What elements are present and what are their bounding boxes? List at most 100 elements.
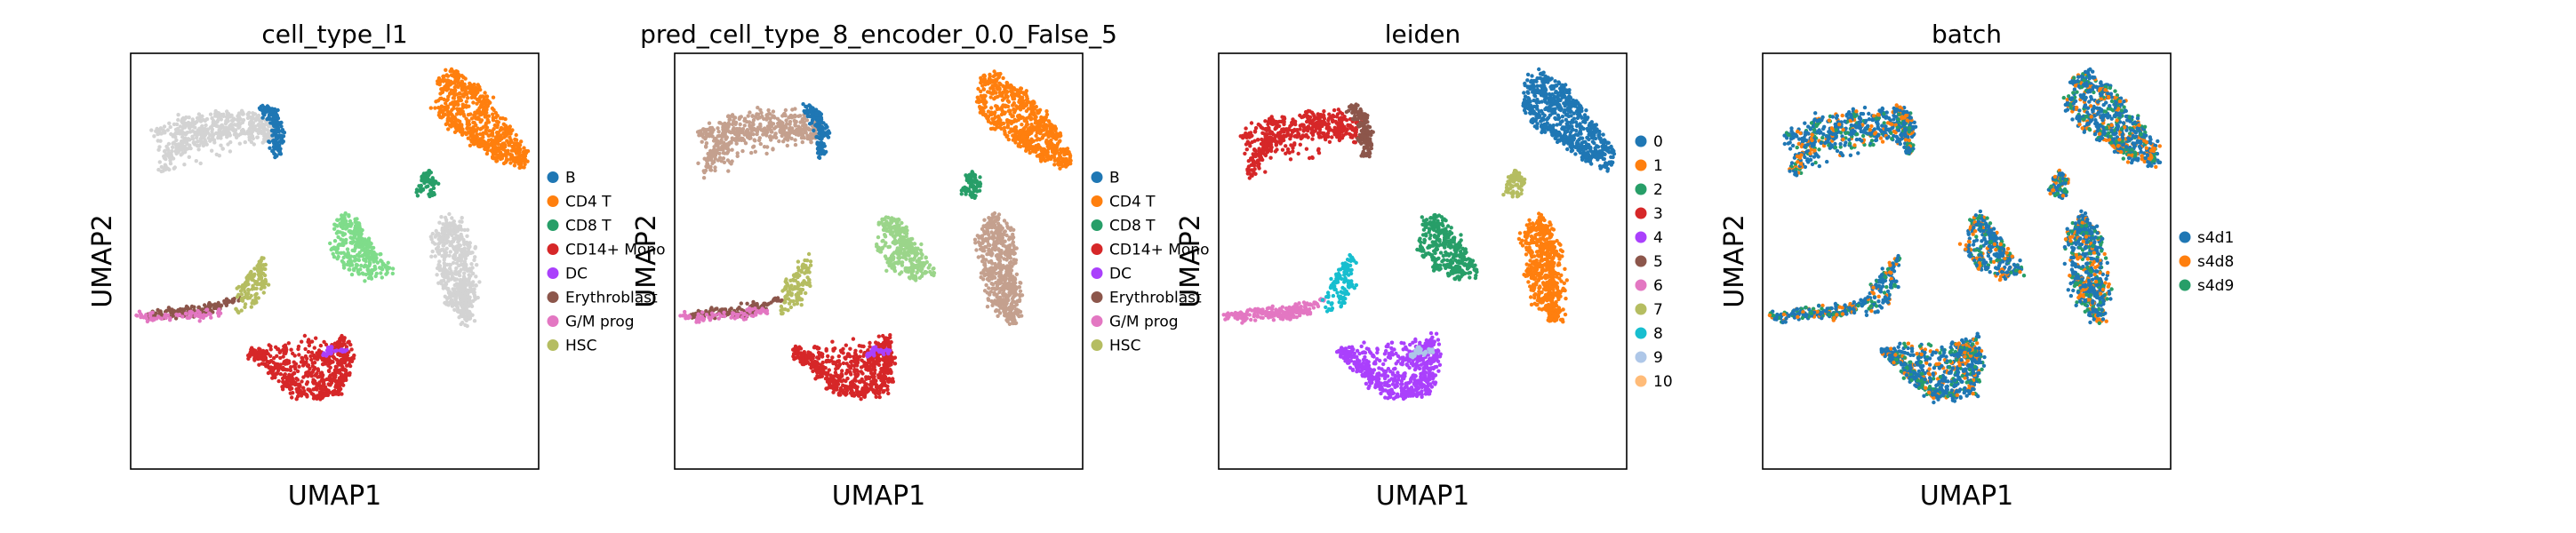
scatter-point [769, 130, 773, 134]
scatter-point [1020, 115, 1024, 120]
scatter-point [483, 91, 487, 95]
scatter-point [439, 215, 444, 219]
scatter-point [349, 222, 354, 227]
scatter-point [703, 137, 708, 141]
scatter-point [481, 105, 485, 109]
scatter-point [187, 115, 191, 120]
scatter-point [195, 143, 200, 148]
scatter-point [818, 152, 822, 156]
scatter-point [492, 152, 498, 156]
scatter-point [810, 121, 814, 125]
scatter-point [444, 218, 449, 222]
scatter-point [261, 256, 266, 260]
scatter-point [156, 131, 160, 137]
scatter-point [1049, 154, 1054, 159]
scatter-point [259, 287, 263, 291]
scatter-point [195, 119, 199, 124]
scatter-point [442, 274, 447, 279]
scatter-point [283, 362, 288, 366]
scatter-point [1058, 154, 1062, 158]
scatter-point [148, 311, 152, 315]
scatter-point [306, 374, 310, 378]
scatter-point [465, 227, 470, 232]
scatter-point [174, 138, 179, 142]
scatter-point [1055, 143, 1060, 147]
scatter-point [433, 235, 437, 239]
scatter-point [1052, 163, 1057, 167]
scatter-point [463, 264, 468, 268]
scatter-point [424, 185, 428, 189]
scatter-point [306, 349, 311, 354]
scatter-point [452, 130, 458, 134]
scatter-point [976, 97, 981, 101]
scatter-point [327, 378, 332, 383]
scatter-point [519, 164, 524, 170]
scatter-point [460, 314, 465, 319]
scatter-point [172, 166, 176, 171]
scatter-point [449, 88, 454, 92]
scatter-point [696, 161, 700, 165]
scatter-point [254, 286, 259, 290]
scatter-point [263, 266, 268, 272]
scatter-point [379, 271, 383, 275]
scatter-point [328, 241, 332, 246]
scatter-point [1018, 139, 1023, 145]
scatter-point [749, 150, 754, 155]
scatter-point [180, 314, 185, 319]
scatter-point [211, 123, 215, 128]
scatter-point [1026, 127, 1031, 131]
scatter-point [135, 314, 140, 318]
scatter-point [457, 91, 462, 96]
scatter-point [166, 141, 172, 147]
scatter-point [457, 81, 462, 86]
scatter-point [783, 137, 788, 141]
scatter-point [490, 129, 494, 133]
scatter-point [163, 314, 167, 319]
scatter-point [1020, 135, 1026, 139]
scatter-point [1065, 148, 1069, 153]
scatter-point [740, 136, 745, 141]
scatter-point [496, 131, 500, 135]
scatter-point [442, 258, 446, 262]
scatter-point [246, 354, 251, 358]
scatter-point [468, 84, 473, 89]
scatter-point [184, 312, 188, 316]
scatter-point [278, 152, 284, 156]
scatter-point [462, 91, 467, 96]
scatter-point [1012, 97, 1017, 101]
scatter-point [452, 231, 457, 236]
scatter-point [378, 252, 382, 257]
scatter-point [334, 357, 340, 362]
scatter-point [341, 251, 346, 255]
scatter-point [452, 236, 456, 241]
scatter-point [505, 129, 509, 133]
scatter-point [280, 128, 285, 132]
scatter-point [458, 279, 462, 283]
scatter-point [444, 227, 449, 231]
scatter-point [275, 125, 279, 131]
scatter-point [349, 359, 355, 363]
scatter-point [708, 131, 713, 136]
scatter-point [1016, 114, 1020, 119]
scatter-point [780, 133, 784, 139]
scatter-point [220, 113, 224, 118]
scatter-point [1020, 123, 1024, 127]
scatter-point [236, 119, 241, 123]
scatter-point [457, 128, 461, 132]
scatter-point [473, 297, 477, 301]
scatter-point [465, 119, 469, 124]
scatter-point [439, 105, 444, 110]
scatter-point [701, 169, 706, 173]
scatter-point [456, 99, 460, 103]
scatter-point [996, 115, 1001, 120]
scatter-point [523, 157, 528, 162]
scatter-point [811, 106, 815, 111]
scatter-point [252, 301, 257, 306]
scatter-point [484, 121, 489, 125]
scatter-point [300, 339, 304, 344]
scatter-point [445, 233, 450, 238]
scatter-point [437, 220, 442, 225]
scatter-point [468, 274, 473, 278]
scatter-point [169, 309, 173, 314]
